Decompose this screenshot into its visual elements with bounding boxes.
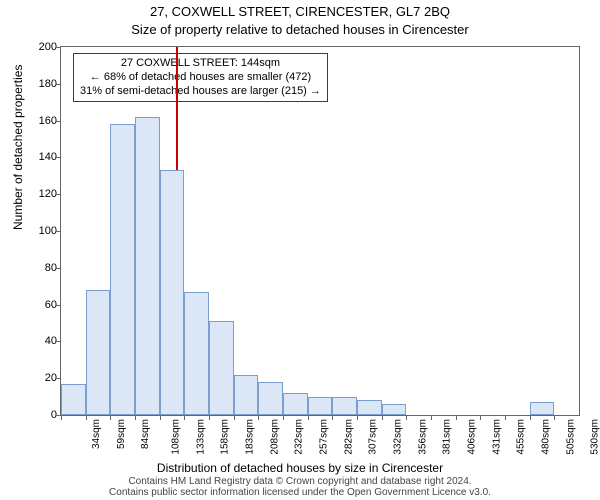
histogram-bar [382, 404, 407, 415]
x-axis-label: Distribution of detached houses by size … [0, 461, 600, 475]
x-tick-label: 406sqm [467, 419, 478, 455]
histogram-bar [135, 117, 160, 415]
x-tick-label: 183sqm [245, 419, 256, 455]
x-tick-mark [135, 415, 136, 420]
histogram-bar [283, 393, 308, 415]
x-tick-label: 381sqm [442, 419, 453, 455]
histogram-bar [258, 382, 283, 415]
x-tick-mark [234, 415, 235, 420]
x-tick-label: 59sqm [116, 419, 127, 449]
title-line2: Size of property relative to detached ho… [0, 22, 600, 37]
histogram-bar [530, 402, 555, 415]
x-tick-mark [258, 415, 259, 420]
x-tick-label: 84sqm [140, 419, 151, 449]
x-tick-mark [382, 415, 383, 420]
plot-area: 27 COXWELL STREET: 144sqm← 68% of detach… [60, 46, 580, 416]
x-tick-mark [505, 415, 506, 420]
y-tick-mark [56, 378, 61, 379]
histogram-bar [61, 384, 86, 415]
x-tick-mark [332, 415, 333, 420]
y-axis-label: Number of detached properties [11, 65, 25, 230]
chart-container: 27, COXWELL STREET, CIRENCESTER, GL7 2BQ… [0, 0, 600, 500]
histogram-bar [234, 375, 259, 415]
x-tick-label: 505sqm [565, 419, 576, 455]
x-tick-mark [431, 415, 432, 420]
x-tick-label: 332sqm [393, 419, 404, 455]
histogram-bar [308, 397, 333, 415]
y-tick-mark [56, 268, 61, 269]
histogram-bar [184, 292, 209, 415]
histogram-bar [209, 321, 234, 415]
y-tick-mark [56, 84, 61, 85]
x-tick-label: 530sqm [590, 419, 600, 455]
x-tick-label: 431sqm [491, 419, 502, 455]
x-tick-mark [406, 415, 407, 420]
x-tick-mark [308, 415, 309, 420]
histogram-bar [110, 124, 135, 415]
annotation-line: ← 68% of detached houses are smaller (47… [80, 71, 321, 85]
y-tick-mark [56, 47, 61, 48]
footer: Contains HM Land Registry data © Crown c… [0, 476, 600, 498]
footer-line1: Contains HM Land Registry data © Crown c… [0, 476, 600, 487]
x-tick-label: 282sqm [343, 419, 354, 455]
x-tick-label: 208sqm [269, 419, 280, 455]
histogram-bar [357, 400, 382, 415]
x-tick-mark [357, 415, 358, 420]
x-tick-mark [184, 415, 185, 420]
x-tick-mark [530, 415, 531, 420]
x-tick-label: 257sqm [319, 419, 330, 455]
annotation-line: 31% of semi-detached houses are larger (… [80, 85, 321, 99]
x-tick-mark [61, 415, 62, 420]
x-tick-mark [110, 415, 111, 420]
y-tick-mark [56, 194, 61, 195]
annotation-box: 27 COXWELL STREET: 144sqm← 68% of detach… [73, 53, 328, 102]
x-tick-label: 356sqm [417, 419, 428, 455]
histogram-bar [332, 397, 357, 415]
x-tick-label: 158sqm [220, 419, 231, 455]
y-tick-mark [56, 121, 61, 122]
x-tick-label: 133sqm [195, 419, 206, 455]
annotation-line: 27 COXWELL STREET: 144sqm [80, 57, 321, 71]
x-tick-label: 232sqm [294, 419, 305, 455]
x-tick-mark [480, 415, 481, 420]
x-tick-label: 34sqm [91, 419, 102, 449]
x-tick-mark [554, 415, 555, 420]
histogram-bar [86, 290, 111, 415]
x-tick-label: 455sqm [516, 419, 527, 455]
y-tick-mark [56, 157, 61, 158]
x-tick-mark [283, 415, 284, 420]
y-tick-mark [56, 231, 61, 232]
x-tick-mark [456, 415, 457, 420]
x-tick-label: 108sqm [171, 419, 182, 455]
footer-line2: Contains public sector information licen… [0, 487, 600, 498]
x-tick-mark [160, 415, 161, 420]
x-tick-mark [86, 415, 87, 420]
title-line1: 27, COXWELL STREET, CIRENCESTER, GL7 2BQ [0, 4, 600, 19]
y-tick-mark [56, 305, 61, 306]
x-tick-label: 307sqm [368, 419, 379, 455]
x-tick-label: 480sqm [541, 419, 552, 455]
x-tick-mark [209, 415, 210, 420]
histogram-bar [160, 170, 185, 415]
y-tick-mark [56, 341, 61, 342]
